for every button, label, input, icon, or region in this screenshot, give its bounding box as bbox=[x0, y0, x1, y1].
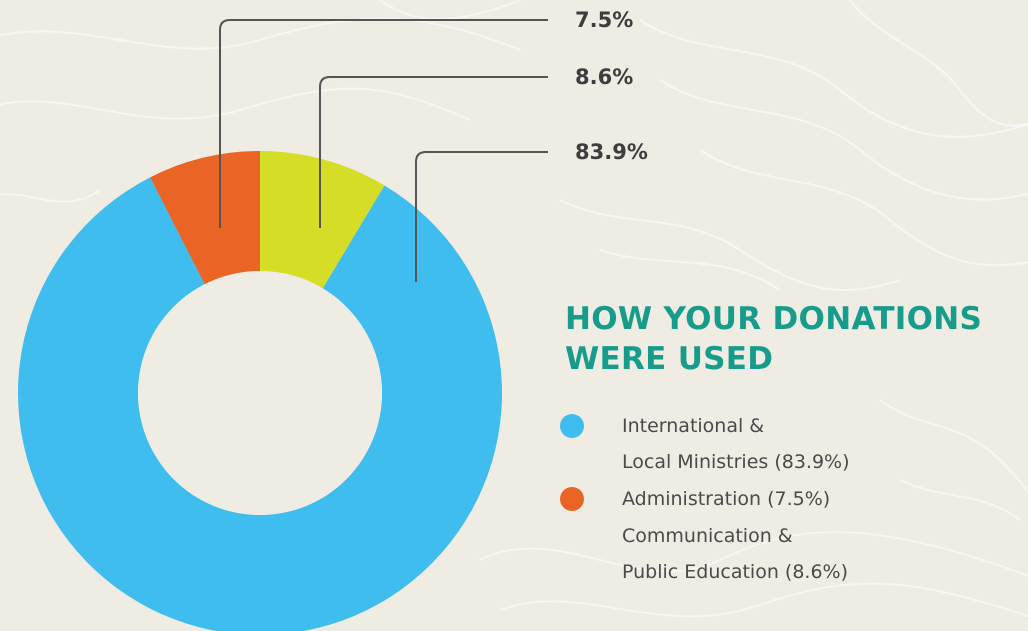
donut-hole bbox=[138, 271, 382, 515]
legend-label-line: Public Education (8.6%) bbox=[622, 561, 848, 583]
legend-item-communication-public-education: Communication & Public Education (8.6%) bbox=[560, 518, 850, 590]
legend: International & Local Ministries (83.9%)… bbox=[560, 408, 850, 591]
legend-label-line: Communication & bbox=[622, 525, 793, 547]
leader-line-administration bbox=[219, 19, 548, 228]
legend-swatch-administration bbox=[560, 487, 584, 511]
donut-slice-administration bbox=[150, 151, 260, 285]
legend-label-line: International & bbox=[622, 415, 765, 437]
chart-title-line-1: HOW YOUR DONATIONS bbox=[565, 301, 983, 337]
legend-label-line: Local Ministries (83.9%) bbox=[622, 451, 850, 473]
donut-slice-international-and-local-ministries bbox=[18, 177, 502, 631]
donut-slice-communication-and-public-education bbox=[260, 151, 385, 289]
data-label-communication-and-public-education: 8.6% bbox=[575, 65, 633, 89]
data-label-international-and-local-ministries: 83.9% bbox=[575, 140, 648, 164]
legend-swatch-international-local-ministries bbox=[560, 414, 584, 438]
data-label-administration: 7.5% bbox=[575, 8, 633, 32]
leader-line-international-and-local-ministries bbox=[415, 151, 548, 282]
chart-title-line-2: WERE USED bbox=[565, 341, 774, 377]
legend-label-line: Administration (7.5%) bbox=[622, 488, 831, 510]
donut-chart bbox=[18, 151, 502, 631]
legend-item-administration: Administration (7.5%) bbox=[560, 481, 850, 517]
legend-item-international-local-ministries: International & Local Ministries (83.9%) bbox=[560, 408, 850, 480]
leader-line-communication-and-public-education bbox=[319, 76, 548, 228]
callouts: 7.5% 8.6% 83.9% bbox=[219, 8, 648, 282]
chart-title: HOW YOUR DONATIONS WERE USED bbox=[565, 299, 982, 379]
